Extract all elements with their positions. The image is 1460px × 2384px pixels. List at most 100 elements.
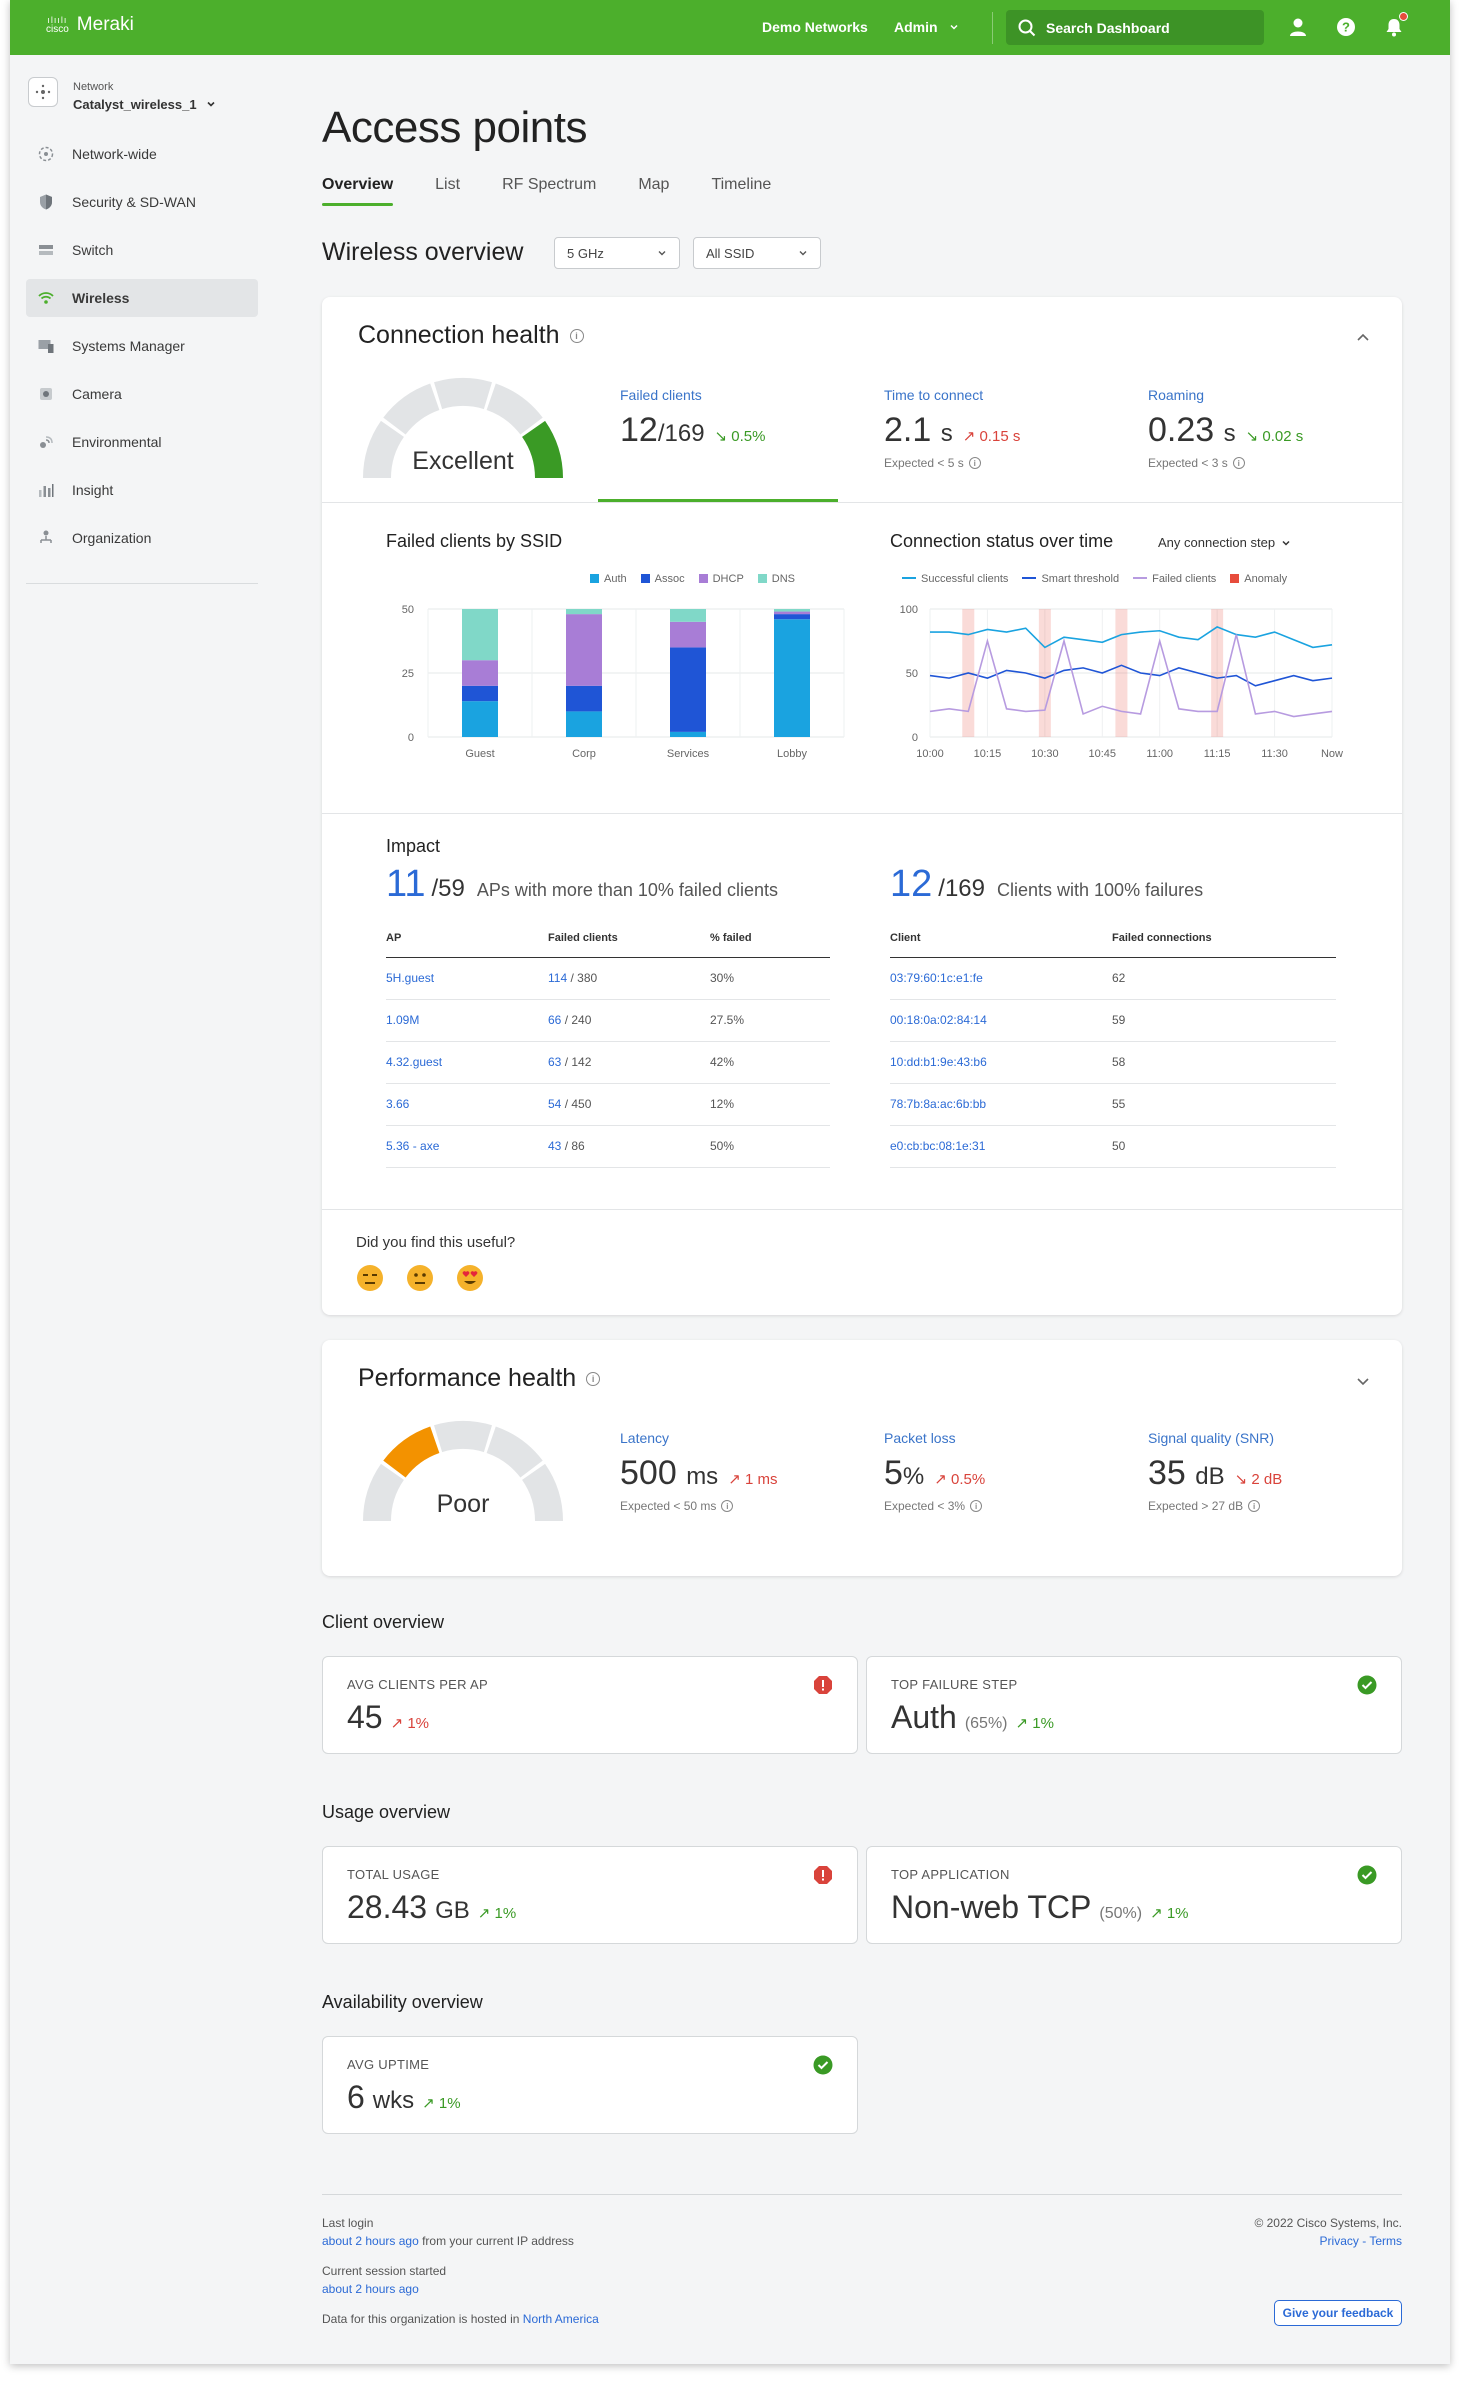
check-status-icon	[813, 2055, 833, 2075]
network-icon[interactable]	[28, 77, 58, 107]
info-icon: i	[1232, 457, 1245, 469]
metric-label: Failed clients	[620, 387, 702, 403]
chevron-down-icon[interactable]	[1354, 1372, 1372, 1390]
metric-signal-quality[interactable]: Signal quality (SNR) 35 dB ↘ 2 dB Expect…	[1148, 1430, 1282, 1513]
x-tick-label: 10:30	[1031, 748, 1059, 760]
ap-link[interactable]: 3.66	[386, 1083, 548, 1126]
metric-label: Latency	[620, 1430, 670, 1446]
demo-networks-link[interactable]: Demo Networks	[762, 19, 868, 35]
sidebar-item-insight[interactable]: Insight	[26, 471, 258, 509]
metric-packet-loss[interactable]: Packet loss 5% ↗ 0.5% Expected < 3% i	[884, 1430, 985, 1513]
client-link[interactable]: 78:7b:8a:ac:6b:bb	[890, 1083, 1112, 1126]
ap-link[interactable]: 5.36 - axe	[386, 1125, 548, 1168]
sidebar-item-network-wide[interactable]: Network-wide	[26, 135, 258, 173]
column-header: Failed connections	[1112, 919, 1336, 958]
kpi-total-usage[interactable]: TOTAL USAGE 28.43 GB ↗ 1%	[322, 1846, 858, 1944]
ap-link[interactable]: 1.09M	[386, 999, 548, 1042]
metric-latency[interactable]: Latency 500 ms ↗ 1 ms Expected < 50 ms i	[620, 1430, 777, 1513]
bar-segment-assoc	[670, 647, 706, 732]
terms-link[interactable]: Terms	[1369, 2234, 1402, 2248]
client-link[interactable]: 03:79:60:1c:e1:fe	[890, 957, 1112, 1000]
client-link[interactable]: e0:cb:bc:08:1e:31	[890, 1125, 1112, 1168]
tab-timeline[interactable]: Timeline	[711, 176, 772, 193]
meraki-logo[interactable]: ılıılı cisco Meraki	[46, 14, 134, 36]
chevron-down-icon	[1282, 540, 1290, 546]
trend-up-icon: ↗	[728, 1471, 741, 1488]
tab-rf-spectrum[interactable]: RF Spectrum	[502, 176, 597, 193]
sidebar-item-wireless[interactable]: Wireless	[26, 279, 258, 317]
failed-clients-cell: 63 / 142	[548, 1041, 710, 1084]
bar-segment-dns	[462, 609, 498, 661]
impact-client-table: Client Failed connections 03:79:60:1c:e1…	[890, 919, 1336, 1168]
neutral-emoji-icon[interactable]	[406, 1264, 434, 1292]
sidebar-item-label: Insight	[72, 482, 114, 498]
admin-menu[interactable]: Admin	[894, 19, 959, 35]
impact-ap-table: AP Failed clients % failed 5H.guest 114 /…	[386, 919, 830, 1168]
ssid-select[interactable]: All SSID	[693, 237, 821, 269]
band-select[interactable]: 5 GHz	[554, 237, 680, 269]
info-icon[interactable]: i	[569, 328, 584, 343]
error-status-icon	[814, 1676, 832, 1694]
client-link[interactable]: 00:18:0a:02:84:14	[890, 999, 1112, 1042]
bar-segment-dns	[670, 609, 706, 622]
kpi-top-failure-step[interactable]: TOP FAILURE STEP Auth (65%) ↗ 1%	[866, 1656, 1402, 1754]
metric-value: 0.23 s	[1148, 411, 1236, 449]
selected-metric-indicator	[598, 499, 838, 502]
sidebar-item-environmental[interactable]: Environmental	[26, 423, 258, 461]
ap-link[interactable]: 5H.guest	[386, 957, 548, 1000]
legal-links: Privacy - Terms	[1320, 2234, 1402, 2248]
failed-by-ssid-chart: 0 25 50 Guest Corp Services Lobby	[402, 604, 845, 760]
failed-connections-cell: 59	[1112, 999, 1336, 1042]
sidebar-item-camera[interactable]: Camera	[26, 375, 258, 413]
legend-item-auth: Auth	[590, 573, 627, 585]
ap-link[interactable]: 4.32.guest	[386, 1041, 548, 1084]
failed-clients-link[interactable]: 66	[548, 1013, 562, 1027]
failed-clients-link[interactable]: 54	[548, 1097, 562, 1111]
sidebar-item-security[interactable]: Security & SD-WAN	[26, 183, 258, 221]
table-row: 03:79:60:1c:e1:fe 62	[890, 957, 1336, 1000]
hosting-region-link[interactable]: North America	[522, 2312, 599, 2326]
network-selector[interactable]: Catalyst_wireless_1	[73, 97, 216, 112]
heart-eyes-emoji-icon[interactable]	[456, 1264, 484, 1292]
help-icon[interactable]: ?	[1334, 15, 1358, 39]
network-label: Network	[73, 81, 114, 93]
page-title: Access points	[322, 103, 587, 152]
series-line-failed-clients	[929, 634, 1333, 718]
failed-clients-link[interactable]: 114	[548, 971, 568, 985]
kpi-avg-clients-per-ap[interactable]: AVG CLIENTS PER AP 45 ↗ 1%	[322, 1656, 858, 1754]
unamused-emoji-icon[interactable]	[356, 1264, 384, 1292]
sidebar-item-switch[interactable]: Switch	[26, 231, 258, 269]
kpi-avg-uptime[interactable]: AVG UPTIME 6 wks ↗ 1%	[322, 2036, 858, 2134]
metric-label: Signal quality (SNR)	[1148, 1430, 1275, 1446]
tab-map[interactable]: Map	[638, 176, 670, 193]
info-icon[interactable]: i	[586, 1371, 601, 1386]
failed-clients-link[interactable]: 63	[548, 1055, 562, 1069]
kpi-label: TOTAL USAGE	[347, 1867, 440, 1882]
connection-step-select[interactable]: Any connection step	[1158, 535, 1291, 550]
last-login-link[interactable]: about 2 hours ago	[322, 2234, 419, 2248]
privacy-link[interactable]: Privacy	[1319, 2234, 1359, 2248]
tab-bar: Overview List RF Spectrum Map Timeline	[322, 176, 813, 206]
failed-clients-link[interactable]: 43	[548, 1139, 562, 1153]
user-icon[interactable]	[1286, 15, 1310, 39]
chevron-up-icon[interactable]	[1354, 329, 1372, 347]
metric-failed-clients[interactable]: Failed clients 12/169 ↘ 0.5%	[620, 387, 766, 450]
total-clients: / 450	[561, 1097, 592, 1111]
session-link[interactable]: about 2 hours ago	[322, 2282, 419, 2296]
metric-label: Time to connect	[884, 387, 984, 403]
give-feedback-button[interactable]: Give your feedback	[1274, 2300, 1402, 2326]
metric-time-to-connect[interactable]: Time to connect 2.1 s ↗ 0.15 s Expected …	[884, 387, 1020, 470]
sidebar: Network Catalyst_wireless_1 Network-wide…	[10, 55, 274, 2364]
kpi-top-application[interactable]: TOP APPLICATION Non-web TCP (50%) ↗ 1%	[866, 1846, 1402, 1944]
sidebar-item-organization[interactable]: Organization	[26, 519, 258, 557]
gauge-label: Poor	[436, 1490, 490, 1518]
client-link[interactable]: 10:dd:b1:9e:43:b6	[890, 1041, 1112, 1084]
tab-overview[interactable]: Overview	[322, 176, 394, 206]
search-input[interactable]: Search Dashboard	[1006, 10, 1264, 45]
notifications-icon[interactable]	[1382, 12, 1408, 39]
gauge-segment	[434, 1421, 492, 1453]
trend-up-icon: ↗	[422, 2095, 435, 2112]
tab-list[interactable]: List	[435, 176, 461, 193]
sidebar-item-systems-manager[interactable]: Systems Manager	[26, 327, 258, 365]
